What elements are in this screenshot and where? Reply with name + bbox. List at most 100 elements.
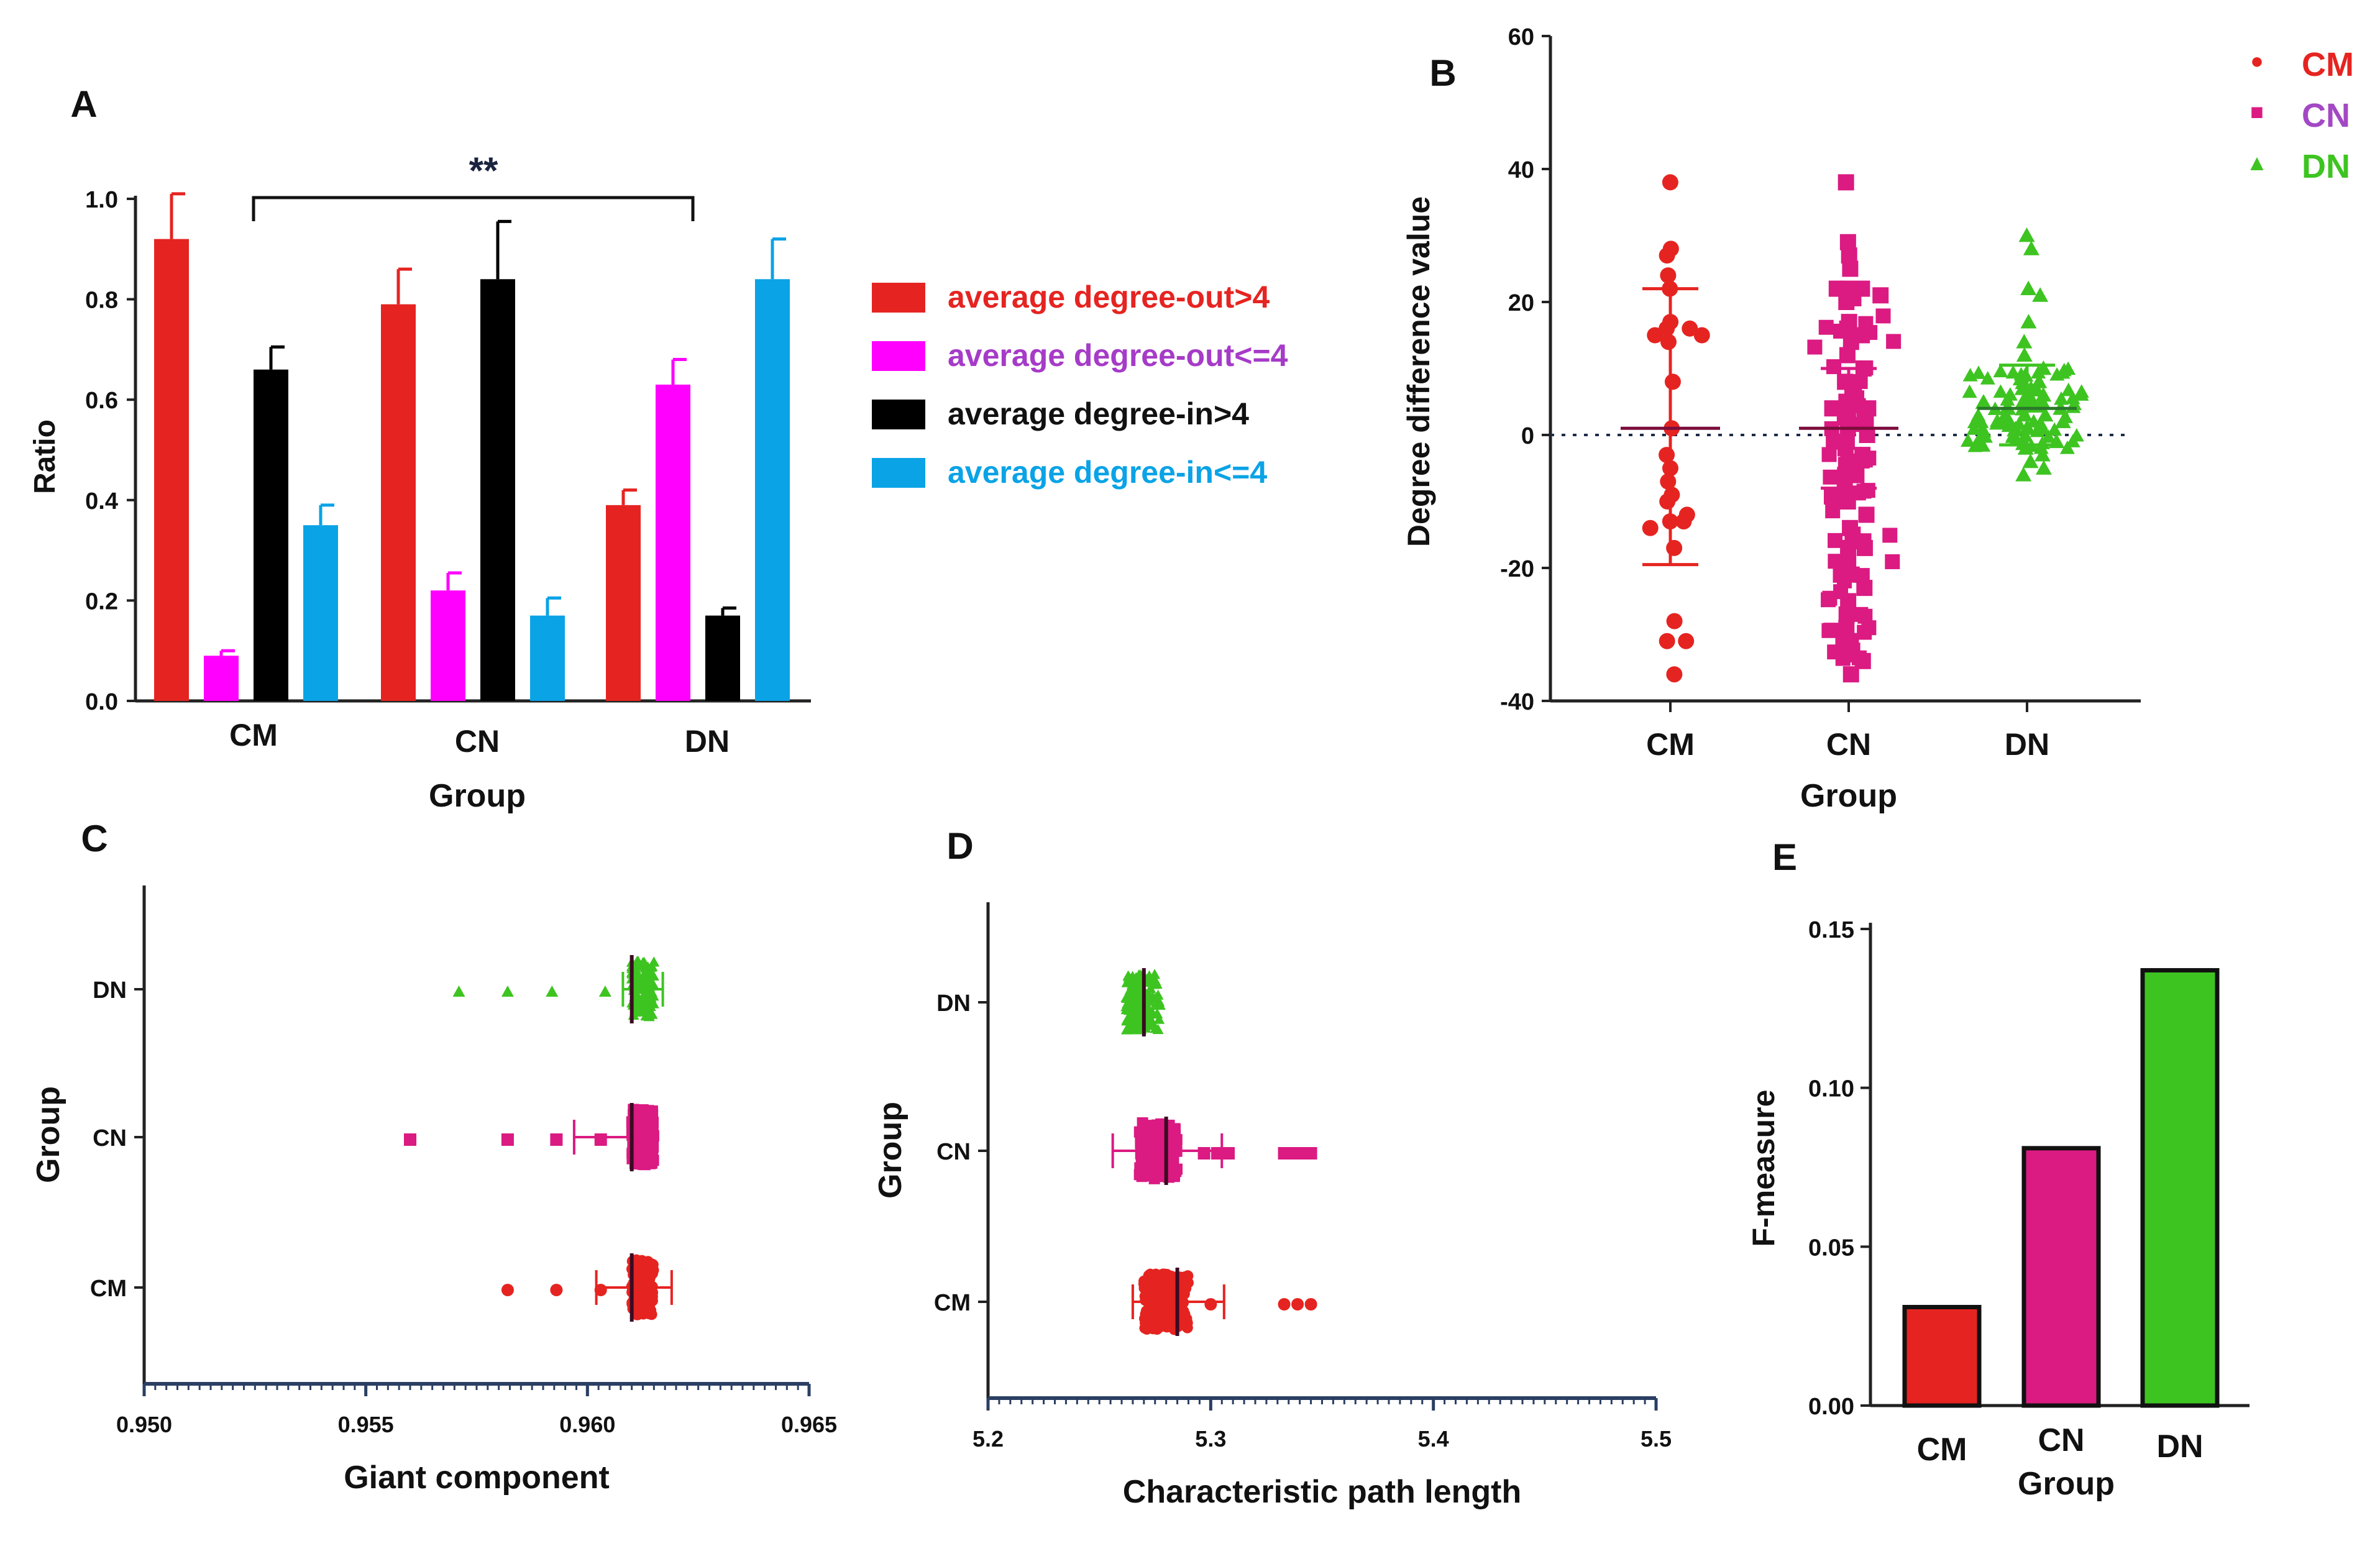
x-tick-label: CN — [1826, 727, 1871, 762]
outlier-point — [501, 1133, 514, 1146]
data-point — [1836, 634, 1851, 649]
outlier-point — [546, 986, 559, 997]
data-point — [2020, 280, 2037, 295]
data-point — [1828, 533, 1843, 548]
significance-bracket — [252, 196, 695, 221]
x-tick-label: DN — [685, 724, 730, 759]
outlier-point — [1304, 1298, 1317, 1310]
data-point — [2016, 334, 2033, 349]
data-point — [1993, 364, 2008, 378]
data-point — [639, 962, 651, 972]
x-tick-label: CN — [455, 724, 500, 759]
outlier-point — [594, 1133, 607, 1146]
x-axis-title: Group — [1800, 778, 1897, 814]
y-tick-label: 40 — [1508, 157, 1534, 183]
panel-label: E — [1772, 836, 1797, 878]
data-point — [640, 1010, 652, 1021]
data-point — [1861, 451, 1877, 466]
data-point — [2018, 227, 2035, 242]
data-point — [1970, 432, 1986, 447]
data-point — [646, 961, 658, 971]
data-point — [1121, 1024, 1133, 1035]
data-point — [1164, 1315, 1176, 1327]
bar — [606, 505, 641, 701]
y-tick-label: 0.0 — [85, 689, 118, 715]
panel-label: C — [81, 818, 108, 859]
data-point — [1659, 247, 1675, 264]
x-tick-label: DN — [2005, 727, 2049, 762]
legend-marker: ■ — [2250, 99, 2264, 124]
data-point — [2022, 453, 2039, 469]
data-point — [2065, 390, 2080, 405]
data-point — [1977, 429, 1993, 443]
data-point — [1675, 513, 1692, 530]
data-point — [1833, 567, 1848, 583]
data-point — [2061, 361, 2076, 375]
data-point — [1124, 972, 1135, 982]
data-point — [2023, 240, 2039, 255]
data-point — [1856, 539, 1873, 556]
panel-b: B -40 -20 0 20 40 60 Degree difference value CM C… — [1401, 24, 2354, 814]
x-tick-label: 5.5 — [1641, 1426, 1672, 1452]
y-axis-title: Group — [872, 1102, 909, 1199]
data-point — [2049, 367, 2065, 381]
data-point — [1662, 174, 1678, 191]
bar — [381, 304, 416, 701]
x-tick-label: 5.2 — [973, 1426, 1004, 1452]
data-point — [2059, 441, 2075, 454]
legend-label: CM — [2302, 46, 2354, 83]
data-point — [1666, 539, 1683, 556]
data-point — [2005, 429, 2020, 443]
bar — [530, 615, 565, 701]
data-point — [1852, 374, 1868, 390]
data-point — [1171, 1134, 1183, 1146]
data-point — [1137, 1155, 1148, 1166]
outlier-point — [550, 1133, 563, 1146]
data-point — [1823, 469, 1838, 485]
data-point — [1128, 1012, 1140, 1023]
data-point — [2028, 380, 2043, 395]
data-point — [2041, 429, 2056, 443]
y-axis-title: Group — [30, 1086, 66, 1183]
data-point — [1833, 323, 1849, 339]
legend-marker: ▲ — [2246, 150, 2268, 175]
data-point — [1144, 975, 1156, 986]
data-point — [635, 1255, 647, 1267]
x-tick-label: DN — [2156, 1429, 2203, 1465]
data-point — [2057, 409, 2073, 423]
data-point — [1132, 1020, 1143, 1031]
panel-label: B — [1429, 52, 1456, 94]
outlier-point — [1278, 1298, 1291, 1310]
data-point — [1660, 334, 1677, 350]
data-point — [2054, 391, 2069, 405]
bar — [480, 279, 515, 701]
y-tick-label: 0.10 — [1808, 1076, 1854, 1102]
y-tick-label: -40 — [1500, 689, 1534, 715]
data-point — [1857, 624, 1872, 640]
x-tick-label: CM — [229, 718, 278, 752]
y-axis-title: F-measure — [1746, 1090, 1781, 1247]
data-point — [1846, 291, 1862, 306]
bar — [204, 656, 239, 701]
data-point — [1833, 584, 1849, 600]
x-axis-title: Characteristic path length — [1123, 1474, 1521, 1510]
bar — [2021, 1146, 2101, 1408]
x-axis-title: Group — [2018, 1466, 2115, 1502]
data-point — [1642, 519, 1659, 536]
data-point — [1149, 1138, 1161, 1150]
data-point — [1980, 371, 1995, 385]
data-point — [1151, 978, 1163, 989]
y-tick-label: 20 — [1508, 290, 1534, 316]
data-point — [2035, 460, 2052, 475]
data-point — [1647, 327, 1664, 344]
panel-a: A 0.0 0.2 0.4 0.6 0.8 1.0 Ratio CM CN DN Group ** ave… — [29, 83, 1288, 814]
bar — [656, 384, 690, 701]
data-point — [1666, 666, 1683, 683]
y-axis-title: Degree difference value — [1401, 196, 1436, 547]
bar — [1902, 1304, 1982, 1408]
data-point — [1153, 999, 1165, 1010]
data-point — [1997, 408, 2013, 422]
x-tick-label: CM — [1917, 1432, 1967, 1468]
data-point — [633, 979, 644, 990]
